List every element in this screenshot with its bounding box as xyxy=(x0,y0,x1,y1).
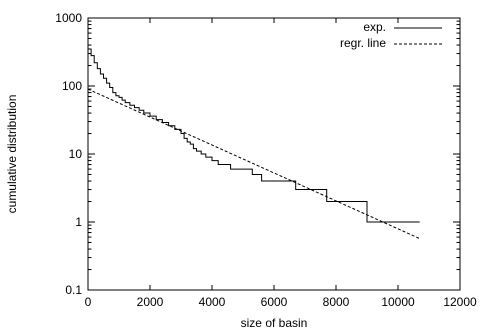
x-tick-label: 2000 xyxy=(137,295,164,309)
x-tick-label: 6000 xyxy=(261,295,288,309)
series-line-exp xyxy=(88,48,420,223)
legend-label-exp: exp. xyxy=(363,20,386,34)
x-tick-label: 8000 xyxy=(323,295,350,309)
x-tick-label: 12000 xyxy=(443,295,477,309)
legend: exp. regr. line xyxy=(340,20,442,50)
y-tick-label: 1000 xyxy=(55,11,82,25)
x-tick-label: 10000 xyxy=(381,295,415,309)
x-tick-label: 4000 xyxy=(199,295,226,309)
axis-ticks xyxy=(87,17,461,291)
y-tick-label: 0.1 xyxy=(65,283,82,297)
x-tick-label: 0 xyxy=(85,295,92,309)
x-tick-labels: 0 2000 4000 6000 8000 10000 12000 xyxy=(85,295,477,309)
y-tick-labels: 0.1 1 10 100 1000 xyxy=(55,11,82,297)
y-tick-label: 100 xyxy=(62,79,82,93)
series-lines xyxy=(87,48,420,240)
series-line-regr-line xyxy=(87,88,420,240)
legend-label-regr-line: regr. line xyxy=(340,36,386,50)
y-tick-label: 1 xyxy=(75,215,82,229)
x-axis-label: size of basin xyxy=(241,316,308,330)
plot-frame xyxy=(87,17,461,291)
y-axis-label: cumulative distribution xyxy=(5,95,19,214)
y-tick-label: 10 xyxy=(69,147,83,161)
